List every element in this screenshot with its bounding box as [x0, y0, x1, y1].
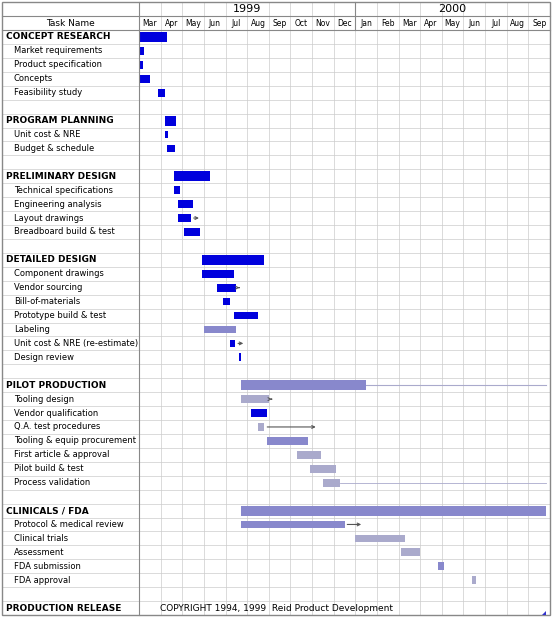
Text: Vendor qualification: Vendor qualification	[14, 408, 98, 418]
Bar	[165, 131, 168, 138]
Text: 1999: 1999	[233, 4, 261, 14]
Bar	[472, 576, 476, 584]
Bar	[201, 255, 264, 265]
Text: Pilot build & test: Pilot build & test	[14, 464, 83, 473]
Text: Vendor sourcing: Vendor sourcing	[14, 283, 82, 292]
Bar	[241, 380, 366, 390]
Bar	[139, 47, 145, 55]
Text: Sep: Sep	[532, 19, 546, 28]
Text: Jul: Jul	[491, 19, 501, 28]
Bar	[204, 326, 236, 333]
Text: COPYRIGHT 1994, 1999  Reid Product Development: COPYRIGHT 1994, 1999 Reid Product Develo…	[160, 603, 392, 613]
Text: Task Name: Task Name	[46, 19, 95, 28]
Text: Apr: Apr	[164, 19, 178, 28]
Bar	[217, 284, 236, 291]
Bar	[224, 298, 230, 305]
Bar	[167, 144, 174, 152]
Bar	[258, 423, 264, 431]
Text: Oct: Oct	[295, 19, 308, 28]
Bar	[201, 270, 234, 278]
Bar	[178, 214, 191, 222]
Text: Jun: Jun	[468, 19, 480, 28]
Bar	[139, 61, 144, 68]
Text: Unit cost & NRE: Unit cost & NRE	[14, 130, 81, 139]
Text: 2000: 2000	[439, 4, 467, 14]
Bar	[241, 505, 546, 516]
Text: Sep: Sep	[273, 19, 286, 28]
Text: FDA submission: FDA submission	[14, 561, 81, 571]
Text: Process validation: Process validation	[14, 478, 90, 487]
Text: CONCEPT RESEARCH: CONCEPT RESEARCH	[6, 33, 110, 41]
Bar	[238, 354, 241, 361]
Text: Concepts: Concepts	[14, 74, 53, 83]
Text: Q.A. test procedures: Q.A. test procedures	[14, 423, 100, 431]
Text: DETAILED DESIGN: DETAILED DESIGN	[6, 255, 97, 264]
Bar	[401, 549, 420, 556]
Bar	[174, 172, 210, 181]
Text: Jul: Jul	[232, 19, 241, 28]
Polygon shape	[542, 611, 546, 615]
Text: Market requirements: Market requirements	[14, 46, 102, 56]
Text: Nov: Nov	[315, 19, 330, 28]
Bar	[267, 437, 307, 445]
Text: Breadboard build & test: Breadboard build & test	[14, 228, 115, 236]
Text: Mar: Mar	[142, 19, 157, 28]
Text: PILOT PRODUCTION: PILOT PRODUCTION	[6, 381, 106, 390]
Text: PROGRAM PLANNING: PROGRAM PLANNING	[6, 116, 114, 125]
Text: Engineering analysis: Engineering analysis	[14, 200, 102, 209]
Text: May: May	[185, 19, 201, 28]
Text: Bill-of-materials: Bill-of-materials	[14, 297, 80, 306]
Text: Product specification: Product specification	[14, 60, 102, 69]
Bar	[323, 479, 340, 487]
Text: Labeling: Labeling	[14, 325, 50, 334]
Text: Prototype build & test: Prototype build & test	[14, 311, 106, 320]
Text: First article & approval: First article & approval	[14, 450, 109, 459]
Bar	[241, 395, 269, 403]
Bar	[252, 409, 267, 417]
Bar	[241, 521, 344, 528]
Bar	[438, 563, 444, 570]
Bar	[310, 465, 336, 473]
Text: PRELIMINARY DESIGN: PRELIMINARY DESIGN	[6, 172, 116, 181]
Bar	[355, 534, 405, 542]
Text: Protocol & medical review: Protocol & medical review	[14, 520, 124, 529]
Text: May: May	[445, 19, 460, 28]
Text: Tooling design: Tooling design	[14, 395, 74, 404]
Text: Feb: Feb	[381, 19, 395, 28]
Bar	[165, 115, 176, 125]
Bar	[184, 228, 200, 236]
Bar	[234, 312, 258, 320]
Text: Clinical trials: Clinical trials	[14, 534, 68, 543]
Text: Component drawings: Component drawings	[14, 269, 104, 278]
Bar	[2, 16, 550, 30]
Text: Tooling & equip procurement: Tooling & equip procurement	[14, 436, 136, 445]
Bar	[139, 75, 150, 83]
Text: Feasibility study: Feasibility study	[14, 88, 82, 97]
Text: Aug: Aug	[251, 19, 266, 28]
Text: CLINICALS / FDA: CLINICALS / FDA	[6, 506, 89, 515]
Bar	[158, 89, 165, 96]
Text: Jan: Jan	[360, 19, 372, 28]
Text: Mar: Mar	[402, 19, 417, 28]
Bar	[178, 201, 193, 208]
Text: FDA approval: FDA approval	[14, 576, 71, 585]
Text: Budget & schedule: Budget & schedule	[14, 144, 94, 153]
Text: Technical specifications: Technical specifications	[14, 186, 113, 195]
Text: Dec: Dec	[337, 19, 352, 28]
Text: Unit cost & NRE (re-estimate): Unit cost & NRE (re-estimate)	[14, 339, 138, 348]
Bar	[174, 186, 180, 194]
Bar	[230, 339, 235, 347]
Text: Jun: Jun	[209, 19, 221, 28]
Bar	[139, 32, 167, 42]
Text: Layout drawings: Layout drawings	[14, 213, 83, 223]
Text: Design review: Design review	[14, 353, 74, 362]
Bar	[297, 451, 321, 458]
Text: PRODUCTION RELEASE: PRODUCTION RELEASE	[6, 603, 121, 613]
Text: Assessment: Assessment	[14, 548, 65, 557]
Text: Apr: Apr	[424, 19, 438, 28]
Bar	[2, 2, 550, 16]
Text: Aug: Aug	[510, 19, 525, 28]
